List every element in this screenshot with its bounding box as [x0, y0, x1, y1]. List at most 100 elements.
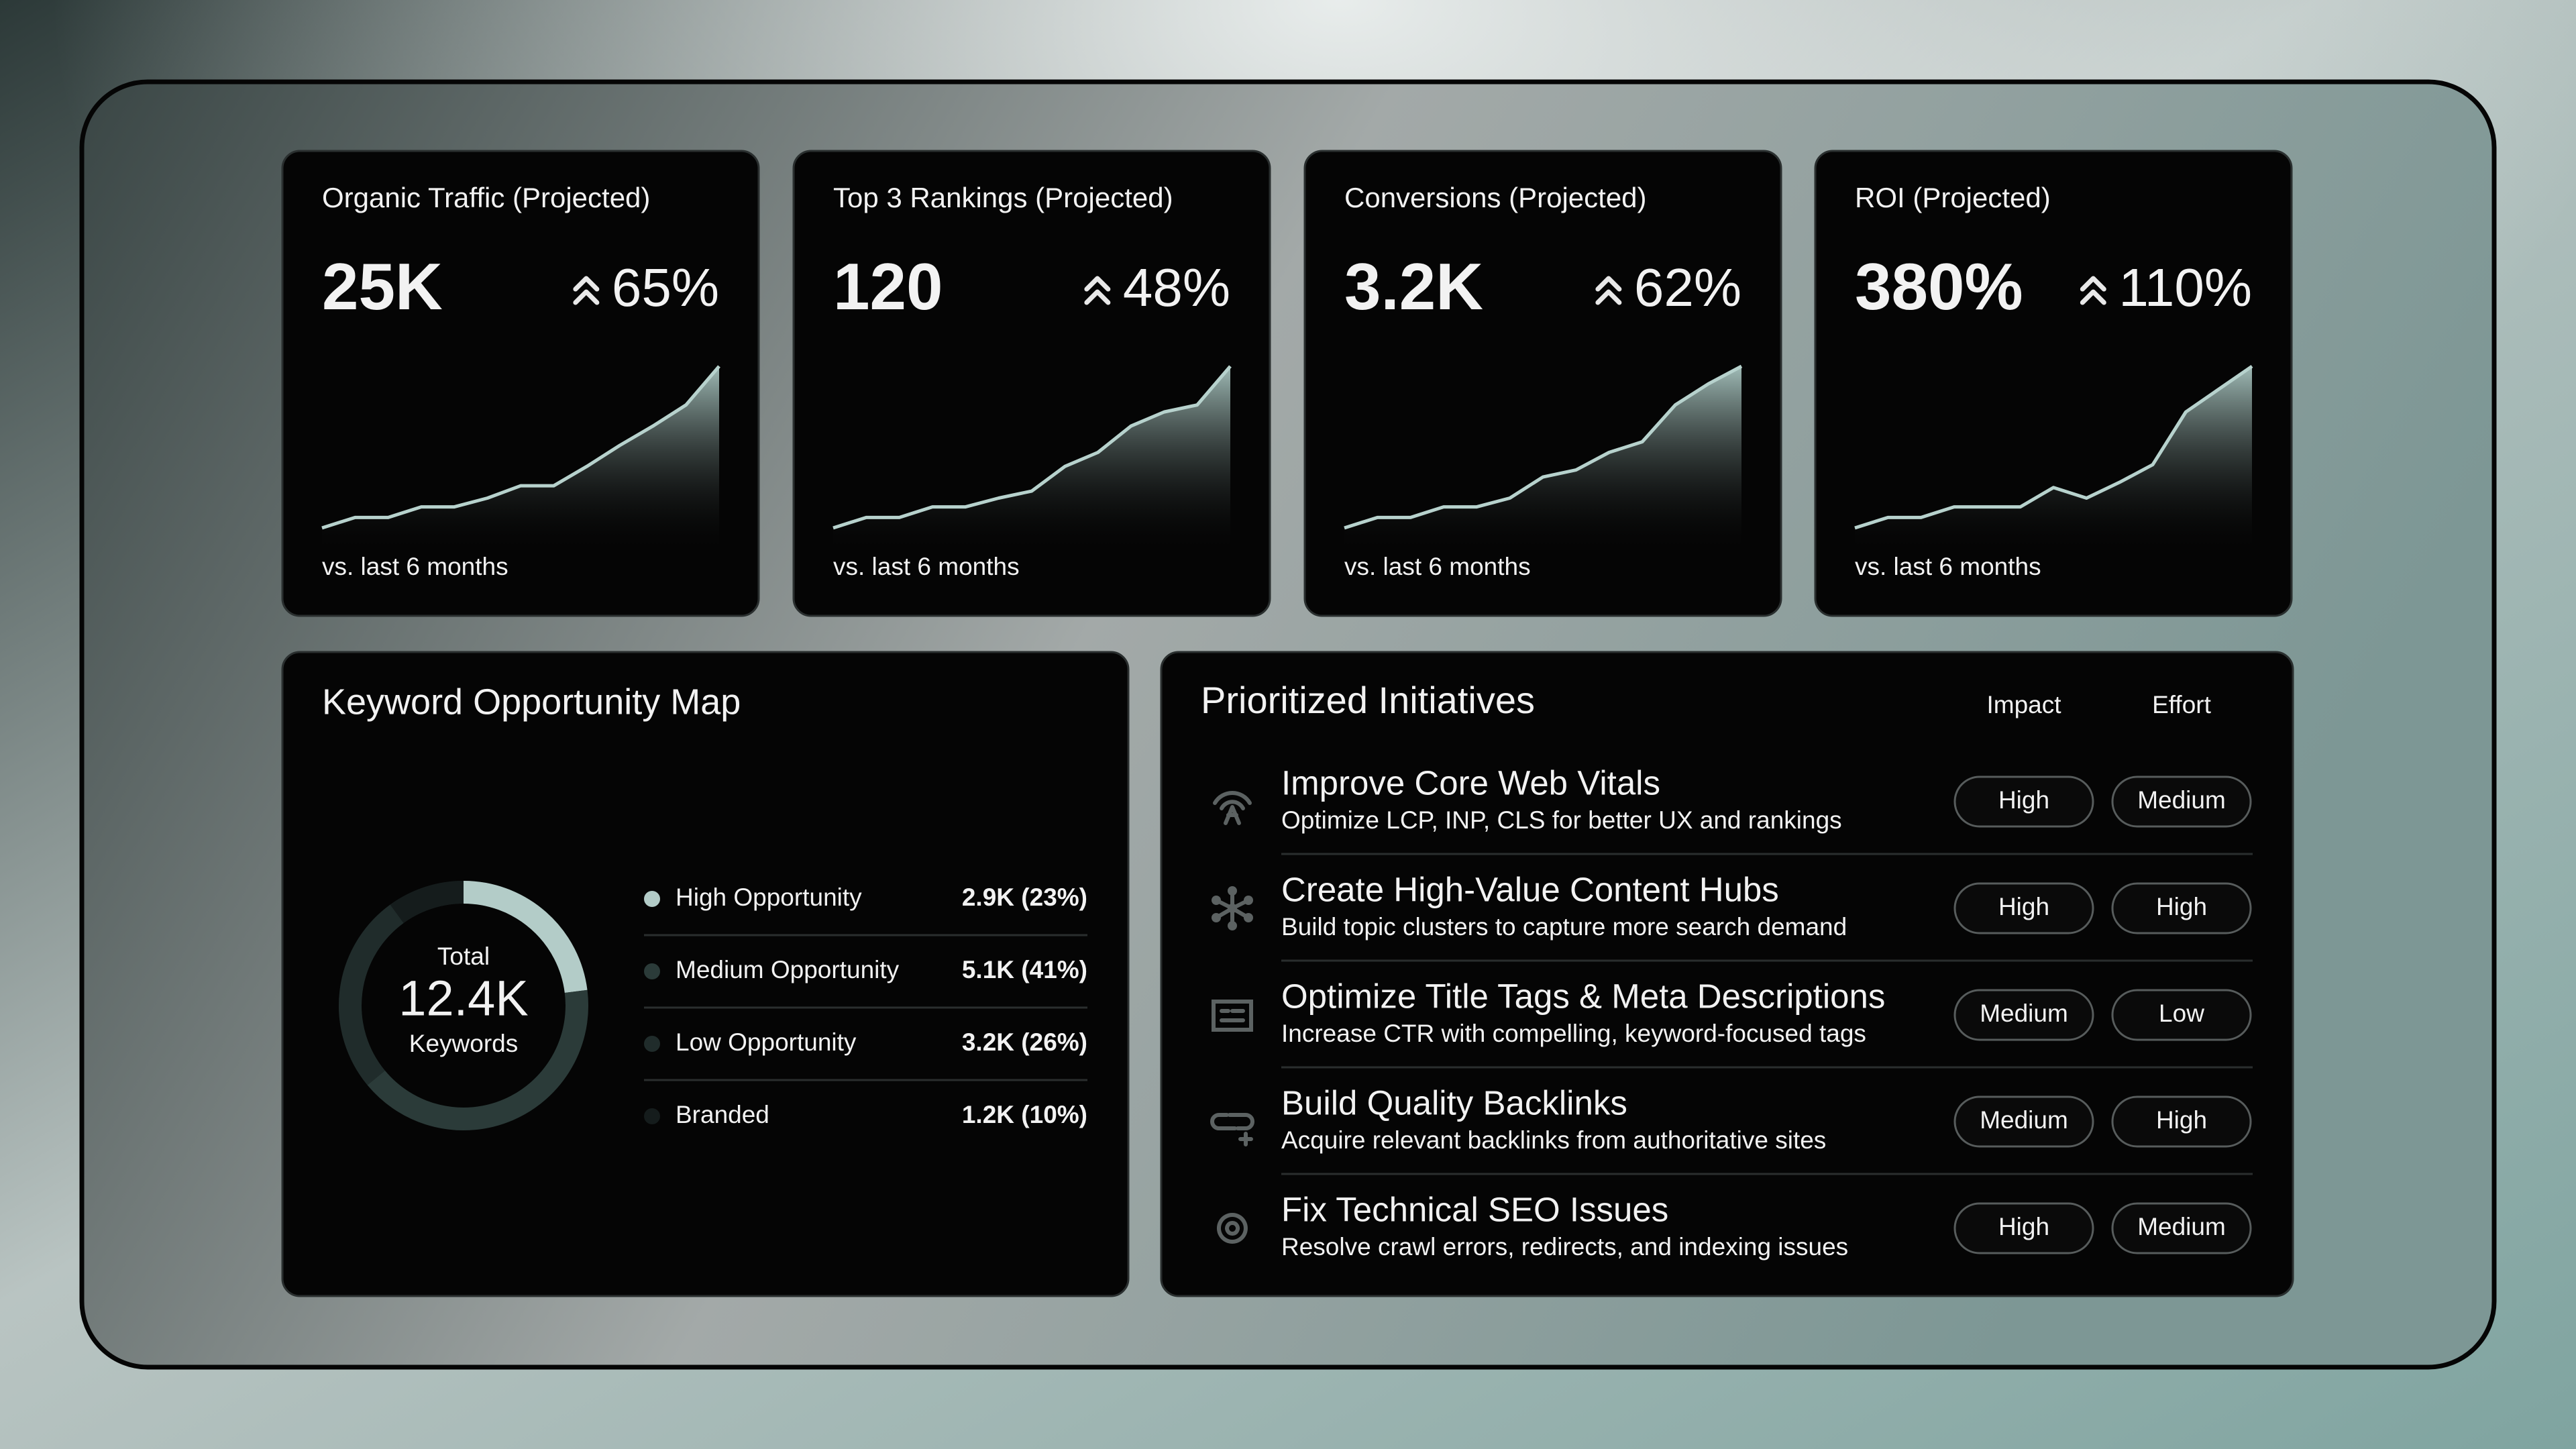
kpi-value: 380% [1855, 250, 2023, 323]
donut-segment [390, 881, 464, 924]
sparkline [1854, 364, 2253, 530]
icon-node [1228, 904, 1237, 913]
kpi-change: 110% [2118, 258, 2252, 317]
pill-label: High [1998, 786, 2049, 814]
kpi-title: ROI (Projected) [1855, 182, 2051, 213]
donut-segment [367, 989, 588, 1130]
kpi-change: 65% [612, 258, 719, 317]
pill-label: High [1998, 893, 2049, 920]
icon-node [1244, 896, 1253, 905]
legend-label: Branded [676, 1101, 769, 1128]
kpi-value: 3.2K [1344, 250, 1483, 323]
legend-dot [644, 1108, 660, 1124]
initiative-title: Build Quality Backlinks [1281, 1083, 1627, 1122]
kpi-change: 48% [1123, 258, 1230, 317]
icon [1214, 889, 1250, 928]
kpi-change: 62% [1634, 258, 1741, 317]
pill [1953, 882, 2094, 934]
column-header: Impact [1986, 691, 2061, 718]
initiative-description: Resolve crawl errors, redirects, and ind… [1281, 1233, 1848, 1260]
sparkline-area [833, 366, 1230, 550]
legend-value: 2.9K (23%) [962, 883, 1087, 911]
change-arrow [1595, 276, 1622, 305]
pill [1953, 989, 2094, 1041]
legend-value: 3.2K (26%) [962, 1028, 1087, 1056]
legend-label: Low Opportunity [676, 1028, 857, 1056]
kpi-footer: vs. last 6 months [1855, 553, 2041, 580]
row-icon [1210, 1113, 1254, 1146]
legend-dot [644, 963, 660, 979]
icon [1217, 1213, 1248, 1244]
initiative-description: Increase CTR with compelling, keyword-fo… [1281, 1020, 1866, 1047]
change-arrow [1084, 276, 1111, 305]
initiative-description: Optimize LCP, INP, CLS for better UX and… [1281, 806, 1842, 834]
change-arrow [2080, 276, 2106, 305]
donut-segment [463, 881, 588, 994]
legend-label: High Opportunity [676, 883, 862, 911]
pill-label: Low [2159, 1000, 2204, 1027]
legend-value: 5.1K (41%) [962, 956, 1087, 983]
legend-dot [644, 1036, 660, 1052]
pill-label: High [1998, 1213, 2049, 1240]
pill-label: Medium [1980, 1000, 2068, 1027]
change-arrow [573, 276, 600, 305]
legend-value: 1.2K (10%) [962, 1101, 1087, 1128]
row-icon [1212, 1000, 1253, 1032]
legend-label: Medium Opportunity [676, 956, 900, 983]
icon-node [1212, 913, 1221, 922]
pill [1953, 1095, 2094, 1148]
pill [2111, 775, 2252, 828]
row-icon [1212, 886, 1253, 930]
pill [2111, 1095, 2252, 1148]
pill-label: High [2156, 1106, 2207, 1134]
sparkline-area [1344, 366, 1741, 550]
row-icon [1217, 1213, 1248, 1244]
initiative-description: Acquire relevant backlinks from authorit… [1281, 1126, 1826, 1154]
kpi-title: Top 3 Rankings (Projected) [833, 182, 1173, 213]
initiative-title: Create High-Value Content Hubs [1281, 870, 1779, 908]
keyword-card [281, 651, 1130, 1297]
column-header: Effort [2152, 691, 2211, 718]
row-icon [1213, 790, 1252, 825]
icon-node [1212, 896, 1221, 905]
initiative-description: Build topic clusters to capture more sea… [1281, 913, 1847, 941]
sparkline [1344, 364, 1743, 530]
kpi-value: 120 [833, 250, 943, 323]
icon-node [1228, 921, 1237, 930]
pill [2111, 882, 2252, 934]
card-title: Keyword Opportunity Map [322, 682, 741, 722]
initiative-title: Fix Technical SEO Issues [1281, 1190, 1668, 1228]
pill-label: Medium [2137, 786, 2226, 814]
pill-label: High [2156, 893, 2207, 920]
kpi-footer: vs. last 6 months [833, 553, 1020, 580]
initiative-title: Improve Core Web Vitals [1281, 763, 1660, 802]
pill-label: Medium [1980, 1106, 2068, 1134]
icon [1210, 1113, 1254, 1146]
sparkline-area [322, 366, 719, 550]
kpi-title: Conversions (Projected) [1344, 182, 1647, 213]
card-title: Prioritized Initiatives [1201, 679, 1535, 721]
kpi-footer: vs. last 6 months [1344, 553, 1531, 580]
pill [2111, 1202, 2252, 1254]
pill [1953, 775, 2094, 828]
sparkline [321, 365, 720, 530]
pill [2111, 989, 2252, 1041]
donut-segment [339, 904, 404, 1085]
legend-dot [644, 891, 660, 907]
donut-total-label: Total [437, 943, 490, 970]
pill-label: Medium [2137, 1213, 2226, 1240]
initiative-title: Optimize Title Tags & Meta Descriptions [1281, 977, 1885, 1015]
icon-node [1244, 913, 1253, 922]
icon-node [1228, 886, 1237, 896]
kpi-footer: vs. last 6 months [322, 553, 508, 580]
sparkline [833, 365, 1232, 530]
icon [1213, 790, 1252, 825]
sparkline-area [1855, 366, 2252, 550]
donut-total: 12.4K [398, 971, 528, 1026]
kpi-value: 25K [322, 250, 443, 323]
donut-total-unit: Keywords [409, 1030, 518, 1057]
pill [1953, 1202, 2094, 1254]
icon [1212, 1000, 1253, 1032]
